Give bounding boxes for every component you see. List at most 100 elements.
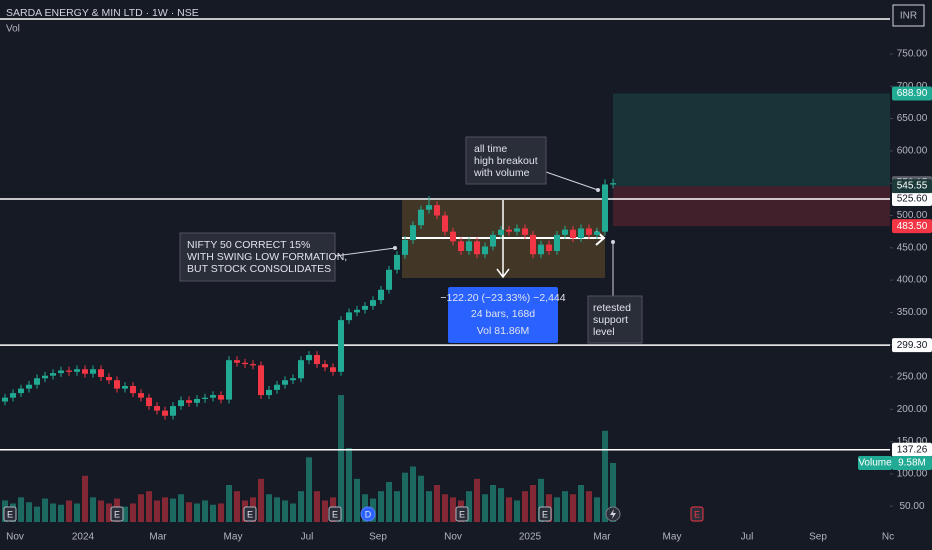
lightning-icon xyxy=(610,509,616,519)
note-text: with volume xyxy=(473,167,530,179)
y-tick-label: 200.00 xyxy=(897,404,928,415)
candle-body xyxy=(18,388,24,394)
measure-text: −122.20 (−23.33%) −2,444 xyxy=(440,292,565,304)
volume-bar xyxy=(282,500,288,522)
volume-bar xyxy=(98,500,104,522)
candle-body xyxy=(586,228,592,235)
event-marker xyxy=(243,506,257,522)
volume-bar xyxy=(170,498,176,522)
note-text: high breakout xyxy=(474,155,538,167)
candle-body xyxy=(594,231,600,235)
volume-bar xyxy=(234,491,240,522)
candle-body xyxy=(210,395,216,398)
volume-bar xyxy=(514,500,520,522)
volume-bar xyxy=(466,491,472,522)
volume-bar xyxy=(194,503,200,522)
volume-title: Vol xyxy=(6,24,20,35)
volume-bar xyxy=(586,491,592,522)
price-tag xyxy=(892,442,932,457)
volume-bar xyxy=(138,494,144,522)
x-tick-label: May xyxy=(224,532,243,543)
volume-bar xyxy=(258,478,264,522)
event-label: E xyxy=(7,509,13,519)
candle-body xyxy=(154,406,160,411)
candle-body xyxy=(106,376,112,381)
candle-body xyxy=(402,240,408,255)
candle-body xyxy=(146,397,152,407)
candle-body xyxy=(546,244,552,252)
candle-body xyxy=(450,231,456,242)
candle-body xyxy=(298,360,304,379)
candle-body xyxy=(386,269,392,290)
price-tag xyxy=(892,179,932,194)
volume-bar xyxy=(306,457,312,522)
chart-title: SARDA ENERGY & MIN LTD · 1W · NSE xyxy=(6,7,199,19)
volume-bar xyxy=(442,494,448,522)
candle-body xyxy=(338,320,344,372)
volume-name: Volume xyxy=(858,458,892,469)
event-marker xyxy=(110,506,124,522)
candle-body xyxy=(242,362,248,365)
candle-body xyxy=(234,360,240,363)
volume-bar xyxy=(490,485,496,522)
candle-body xyxy=(490,234,496,247)
candle-body xyxy=(50,373,56,376)
candle-body xyxy=(506,229,512,232)
x-tick-label: Mar xyxy=(149,532,167,543)
candle-body xyxy=(562,229,568,235)
volume-bar xyxy=(426,491,432,522)
candle-body xyxy=(346,312,352,321)
price-tag xyxy=(892,219,932,234)
candle-body xyxy=(2,397,8,402)
candle-body xyxy=(58,370,64,374)
candle-body xyxy=(610,183,616,185)
note-box xyxy=(465,136,547,185)
candle-body xyxy=(114,380,120,389)
y-tick-label: 700.00 xyxy=(897,81,928,92)
price-tag xyxy=(892,191,932,206)
candle-body xyxy=(482,246,488,255)
price-tag-label: 299.30 xyxy=(897,340,928,351)
candle-body xyxy=(426,205,432,210)
measure-text: 24 bars, 168d xyxy=(471,308,535,320)
currency-box xyxy=(892,4,925,27)
x-tick-label: Sep xyxy=(369,532,387,543)
price-tag xyxy=(892,338,932,353)
volume-bar xyxy=(186,502,192,522)
y-tick-label: 100.00 xyxy=(897,469,928,480)
x-tick-label: Nov xyxy=(6,532,24,543)
volume-bar xyxy=(18,497,24,522)
volume-bar xyxy=(66,500,72,522)
x-tick-label: 2025 xyxy=(519,532,542,543)
candle-body xyxy=(90,369,96,374)
candle-body xyxy=(394,254,400,270)
note-text: NIFTY 50 CORRECT 15% xyxy=(187,239,310,251)
candle-body xyxy=(122,386,128,389)
volume-bar xyxy=(74,503,80,522)
event-marker xyxy=(690,506,704,522)
volume-bar xyxy=(274,497,280,522)
candle-body xyxy=(578,228,584,239)
candle-body xyxy=(130,386,136,394)
price-tag-label: 545.55 xyxy=(897,181,928,192)
volume-bar xyxy=(130,503,136,522)
event-marker xyxy=(455,506,469,522)
x-tick-label: Sep xyxy=(809,532,827,543)
y-tick-label: 450.00 xyxy=(897,242,928,253)
candle-body xyxy=(522,228,528,235)
volume-bar xyxy=(498,488,504,522)
connector-dot xyxy=(611,240,615,244)
volume-bar xyxy=(26,502,32,522)
event-label: E xyxy=(459,509,465,519)
volume-bar xyxy=(482,494,488,522)
candle-body xyxy=(202,397,208,399)
axis-layer: 750.00700.00650.00600.00550.00500.00450.… xyxy=(3,30,932,543)
price-tag-label: 525.60 xyxy=(897,194,928,205)
event-label: E xyxy=(542,509,548,519)
volume-bar xyxy=(594,497,600,522)
connector xyxy=(334,247,396,257)
volume-bar xyxy=(314,491,320,522)
candle-body xyxy=(26,384,32,389)
marks-layer xyxy=(0,178,890,451)
note-text: level xyxy=(593,326,615,338)
